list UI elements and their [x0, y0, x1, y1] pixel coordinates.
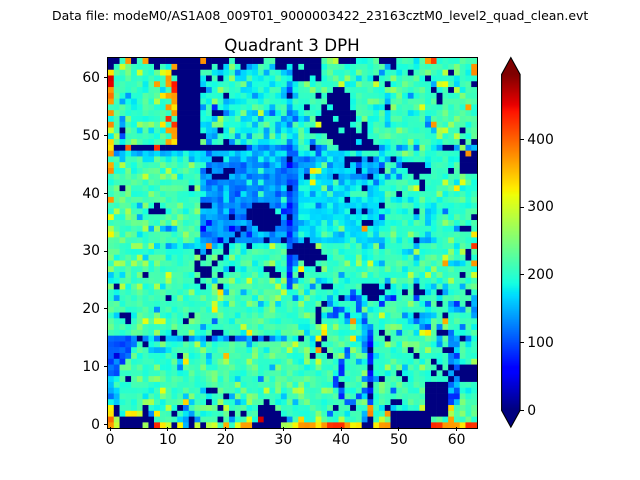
plot-title: Quadrant 3 DPH — [224, 34, 360, 55]
x-tick-mark — [167, 427, 169, 431]
y-tick-mark — [103, 308, 108, 310]
x-tick-label: 20 — [216, 431, 235, 448]
heatmap-image — [107, 58, 478, 428]
x-tick-mark — [109, 427, 111, 431]
colorbar-tick-label: 0 — [527, 402, 537, 419]
x-tick-label: 60 — [447, 431, 466, 448]
colorbar-tick-mark — [520, 409, 524, 411]
colorbar-tick-mark — [520, 138, 524, 140]
y-tick-mark — [103, 192, 108, 194]
y-tick-mark — [103, 77, 108, 79]
x-tick-mark — [456, 427, 458, 431]
colorbar-tick-label: 400 — [527, 131, 554, 148]
colorbar-tick-mark — [520, 274, 524, 276]
y-tick-mark — [103, 250, 108, 252]
x-tick-mark — [340, 427, 342, 431]
x-tick-mark — [225, 427, 227, 431]
data-file-label: Data file: modeM0/AS1A08_009T01_90000034… — [52, 7, 589, 23]
y-tick-mark — [103, 135, 108, 137]
colorbar-tick-label: 200 — [527, 267, 554, 284]
x-tick-label: 30 — [274, 431, 293, 448]
y-tick-label: 10 — [82, 358, 100, 375]
y-tick-label: 20 — [82, 301, 100, 318]
colorbar — [498, 54, 526, 430]
y-tick-label: 50 — [82, 127, 100, 144]
colorbar-tick-mark — [520, 206, 524, 208]
y-tick-mark — [103, 423, 108, 425]
y-tick-label: 40 — [82, 185, 100, 202]
x-tick-label: 0 — [105, 431, 115, 448]
x-tick-label: 10 — [158, 431, 177, 448]
x-tick-mark — [398, 427, 400, 431]
y-tick-label: 30 — [82, 243, 100, 260]
y-tick-label: 0 — [91, 416, 100, 433]
colorbar-tick-label: 100 — [527, 334, 554, 351]
heatmap-axes — [106, 57, 479, 429]
colorbar-tick-label: 300 — [527, 199, 554, 216]
colorbar-tick-mark — [520, 342, 524, 344]
x-tick-label: 40 — [332, 431, 350, 448]
y-tick-mark — [103, 366, 108, 368]
y-tick-label: 60 — [82, 70, 100, 87]
x-tick-label: 50 — [389, 431, 408, 448]
x-tick-mark — [282, 427, 284, 431]
